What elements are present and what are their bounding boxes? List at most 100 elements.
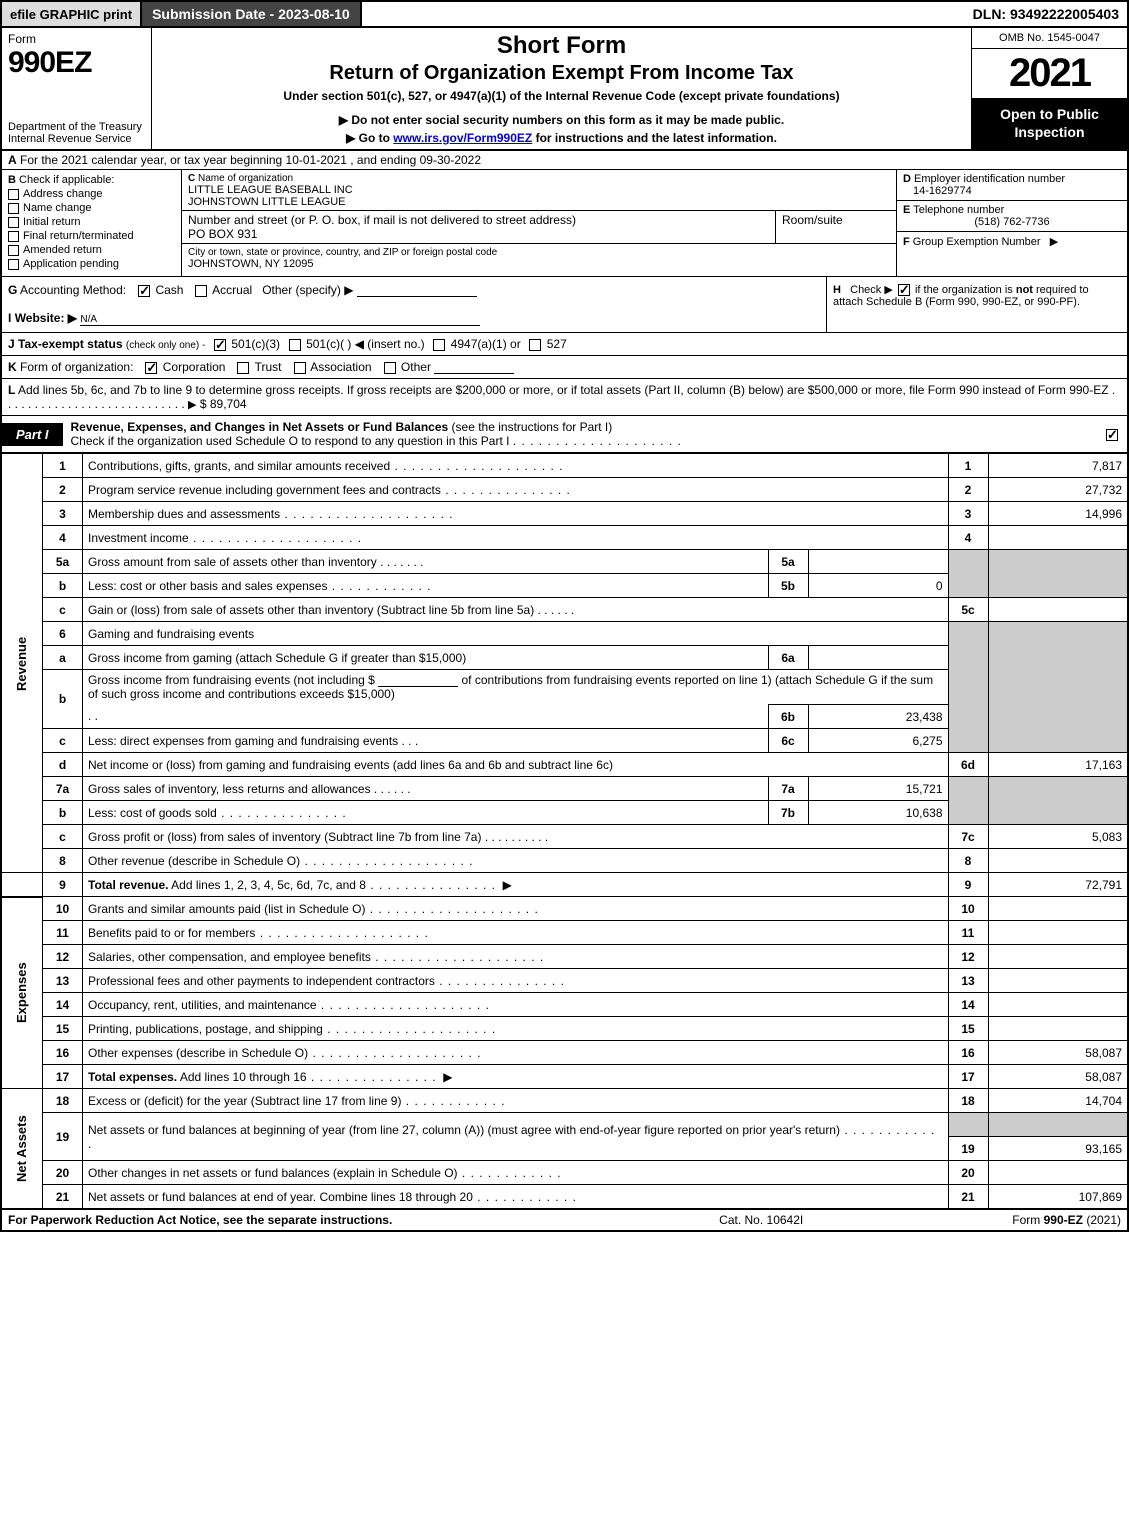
line-desc: Program service revenue including govern…	[83, 478, 949, 502]
line-subval	[808, 646, 948, 670]
irs-link[interactable]: www.irs.gov/Form990EZ	[393, 131, 532, 145]
section-ghi: G Accounting Method: Cash Accrual Other …	[0, 277, 1129, 333]
line-value: 5,083	[988, 825, 1128, 849]
grey-cell	[948, 1113, 988, 1137]
chk-label: Application pending	[23, 258, 119, 270]
chk-amended-return[interactable]: Amended return	[8, 244, 175, 256]
section-k-label: K	[8, 360, 17, 374]
arrow-icon: ▶	[1050, 236, 1058, 248]
line-rnum: 4	[948, 526, 988, 550]
header-center: Short Form Return of Organization Exempt…	[152, 28, 972, 149]
footer-right: Form 990-EZ (2021)	[1012, 1213, 1121, 1227]
desc-text: Net assets or fund balances at end of ye…	[88, 1190, 473, 1204]
line-rnum: 8	[948, 849, 988, 873]
chk-initial-return[interactable]: Initial return	[8, 216, 175, 228]
submission-date: Submission Date - 2023-08-10	[142, 2, 362, 26]
line-value: 72,791	[988, 873, 1128, 897]
chk-schedule-b[interactable]	[898, 284, 910, 296]
chk-final-return[interactable]: Final return/terminated	[8, 230, 175, 242]
line-desc-cont: . .	[83, 705, 769, 729]
chk-501c3[interactable]	[214, 339, 226, 351]
efile-print-button[interactable]: efile GRAPHIC print	[2, 2, 142, 26]
line-rnum: 13	[948, 969, 988, 993]
section-a-text: For the 2021 calendar year, or tax year …	[20, 153, 481, 167]
line-value	[988, 969, 1128, 993]
chk-4947[interactable]	[433, 339, 445, 351]
opt-trust: Trust	[255, 360, 282, 374]
website-value: N/A	[80, 314, 480, 326]
dots	[473, 1190, 577, 1204]
section-g-label: G	[8, 283, 17, 297]
line-rnum: 10	[948, 897, 988, 921]
chk-corporation[interactable]	[145, 362, 157, 374]
street-cell: Number and street (or P. O. box, if mail…	[182, 211, 776, 243]
form-header: Form 990EZ Department of the Treasury In…	[0, 28, 1129, 151]
line-num: 1	[43, 454, 83, 478]
note2-post: for instructions and the latest informat…	[532, 131, 777, 145]
line-num: 17	[43, 1065, 83, 1089]
chk-trust[interactable]	[237, 362, 249, 374]
line-rnum: 6d	[948, 753, 988, 777]
line-value: 7,817	[988, 454, 1128, 478]
line-num: 7a	[43, 777, 83, 801]
ein-row: D Employer identification number 14-1629…	[897, 170, 1127, 201]
chk-address-change[interactable]: Address change	[8, 188, 175, 200]
omb-number: OMB No. 1545-0047	[972, 28, 1127, 49]
room-label: Room/suite	[782, 213, 843, 227]
section-e-label: E	[903, 204, 910, 216]
col-h: H Check ▶ if the organization is not req…	[827, 277, 1127, 332]
other-specify-input[interactable]	[357, 283, 477, 297]
header-right: OMB No. 1545-0047 2021 Open to Public In…	[972, 28, 1127, 149]
desc-text: Contributions, gifts, grants, and simila…	[88, 459, 390, 473]
line-desc: Other changes in net assets or fund bala…	[83, 1161, 949, 1185]
part-1-tab: Part I	[2, 423, 63, 446]
desc-text: Add lines 10 through 16	[177, 1070, 306, 1084]
dots	[327, 579, 431, 593]
desc-text: Program service revenue including govern…	[88, 483, 441, 497]
chk-cash[interactable]	[138, 285, 150, 297]
checkbox-icon	[8, 259, 19, 270]
accounting-method-row: G Accounting Method: Cash Accrual Other …	[8, 283, 820, 297]
chk-schedule-o[interactable]	[1106, 429, 1118, 441]
line-num: 5a	[43, 550, 83, 574]
line-subnum: 7a	[768, 777, 808, 801]
telephone-row: E Telephone number (518) 762-7736	[897, 201, 1127, 232]
line-desc: Professional fees and other payments to …	[83, 969, 949, 993]
checkbox-icon	[8, 189, 19, 200]
desc-text: Less: cost or other basis and sales expe…	[88, 579, 327, 593]
section-i-label: I	[8, 311, 11, 325]
header-left: Form 990EZ Department of the Treasury In…	[2, 28, 152, 149]
line-desc: Contributions, gifts, grants, and simila…	[83, 454, 949, 478]
chk-application-pending[interactable]: Application pending	[8, 258, 175, 270]
chk-501c[interactable]	[289, 339, 301, 351]
line-subnum: 6a	[768, 646, 808, 670]
dln-number: DLN: 93492222005403	[965, 2, 1127, 26]
line-subnum: 7b	[768, 801, 808, 825]
checkbox-icon	[8, 217, 19, 228]
line-num: b	[43, 801, 83, 825]
footer-form-num: 990-EZ	[1044, 1213, 1083, 1227]
group-exemption-row: F Group Exemption Number ▶	[897, 232, 1127, 251]
form-number: 990EZ	[8, 46, 145, 80]
tel-value: (518) 762-7736	[903, 216, 1121, 228]
contrib-amount-input[interactable]	[378, 673, 458, 687]
public-inspection-label: Open to Public Inspection	[972, 99, 1127, 149]
col-b: B Check if applicable: Address change Na…	[2, 170, 182, 276]
desc-text: Less: direct expenses from gaming and fu…	[88, 734, 398, 748]
section-d-label: D	[903, 173, 911, 185]
grey-cell	[948, 777, 988, 825]
chk-name-change[interactable]: Name change	[8, 202, 175, 214]
chk-accrual[interactable]	[195, 285, 207, 297]
chk-527[interactable]	[529, 339, 541, 351]
desc-bold: Total revenue.	[88, 878, 168, 892]
line-desc: Less: cost of goods sold	[83, 801, 769, 825]
chk-association[interactable]	[294, 362, 306, 374]
page-footer: For Paperwork Reduction Act Notice, see …	[0, 1209, 1129, 1232]
line-desc: Net assets or fund balances at beginning…	[83, 1113, 949, 1161]
desc-text: Benefits paid to or for members	[88, 926, 255, 940]
other-org-input[interactable]	[434, 360, 514, 374]
part-1-title: Revenue, Expenses, and Changes in Net As…	[63, 416, 1097, 452]
dots	[255, 926, 428, 940]
chk-other-org[interactable]	[384, 362, 396, 374]
line-rnum: 7c	[948, 825, 988, 849]
